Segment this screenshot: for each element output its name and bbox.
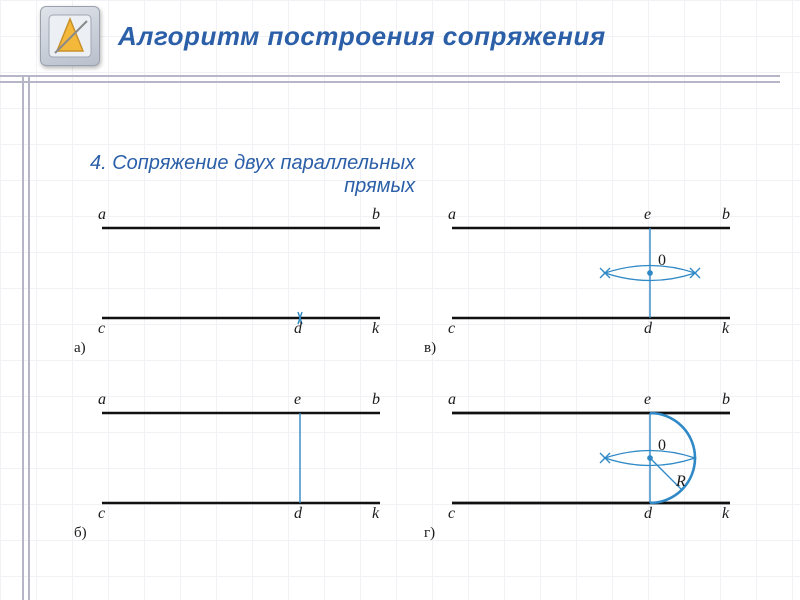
label-d: d bbox=[644, 505, 652, 523]
panel-a: a b c d k а) bbox=[80, 210, 410, 380]
page-header: Алгоритм построения сопряжения bbox=[40, 6, 780, 66]
label-a: a bbox=[448, 391, 456, 409]
label-e: e bbox=[644, 391, 651, 409]
subtitle-line1: 4. Сопряжение двух параллельных bbox=[90, 152, 415, 175]
label-b: b bbox=[372, 206, 380, 224]
label-a: a bbox=[98, 391, 106, 409]
left-rule-2 bbox=[28, 75, 30, 600]
label-radius: R bbox=[676, 473, 686, 491]
header-underline-2 bbox=[0, 81, 780, 83]
label-c: c bbox=[98, 320, 105, 338]
label-b: b bbox=[372, 391, 380, 409]
label-b: b bbox=[722, 206, 730, 224]
label-center: 0 bbox=[658, 252, 666, 270]
logo-icon bbox=[40, 6, 100, 66]
label-k: k bbox=[722, 320, 729, 338]
label-e: e bbox=[644, 206, 651, 224]
panel-b: a e b c d k б) bbox=[80, 395, 410, 565]
panel-v-label: в) bbox=[424, 340, 436, 357]
panel-v: a e b c d k 0 в) bbox=[430, 210, 760, 380]
label-d: d bbox=[644, 320, 652, 338]
panel-b-label: б) bbox=[74, 525, 87, 542]
left-rule bbox=[22, 75, 24, 600]
label-a: a bbox=[448, 206, 456, 224]
diagram-grid: a b c d k а) a bbox=[80, 210, 760, 580]
subtitle: 4. Сопряжение двух параллельных прямых bbox=[90, 152, 415, 198]
label-d: d bbox=[294, 320, 302, 338]
label-k: k bbox=[722, 505, 729, 523]
label-k: k bbox=[372, 320, 379, 338]
label-a: a bbox=[98, 206, 106, 224]
subtitle-line2: прямых bbox=[90, 175, 415, 198]
panel-a-label: а) bbox=[74, 340, 86, 357]
page-title: Алгоритм построения сопряжения bbox=[118, 21, 606, 52]
label-k: k bbox=[372, 505, 379, 523]
label-center: 0 bbox=[658, 437, 666, 455]
label-c: c bbox=[448, 505, 455, 523]
panel-g-label: г) bbox=[424, 525, 435, 542]
label-c: c bbox=[98, 505, 105, 523]
label-d: d bbox=[294, 505, 302, 523]
header-underline bbox=[0, 75, 780, 77]
label-e: e bbox=[294, 391, 301, 409]
label-c: c bbox=[448, 320, 455, 338]
panel-g: a e b c d k 0 R г) bbox=[430, 395, 760, 565]
label-b: b bbox=[722, 391, 730, 409]
